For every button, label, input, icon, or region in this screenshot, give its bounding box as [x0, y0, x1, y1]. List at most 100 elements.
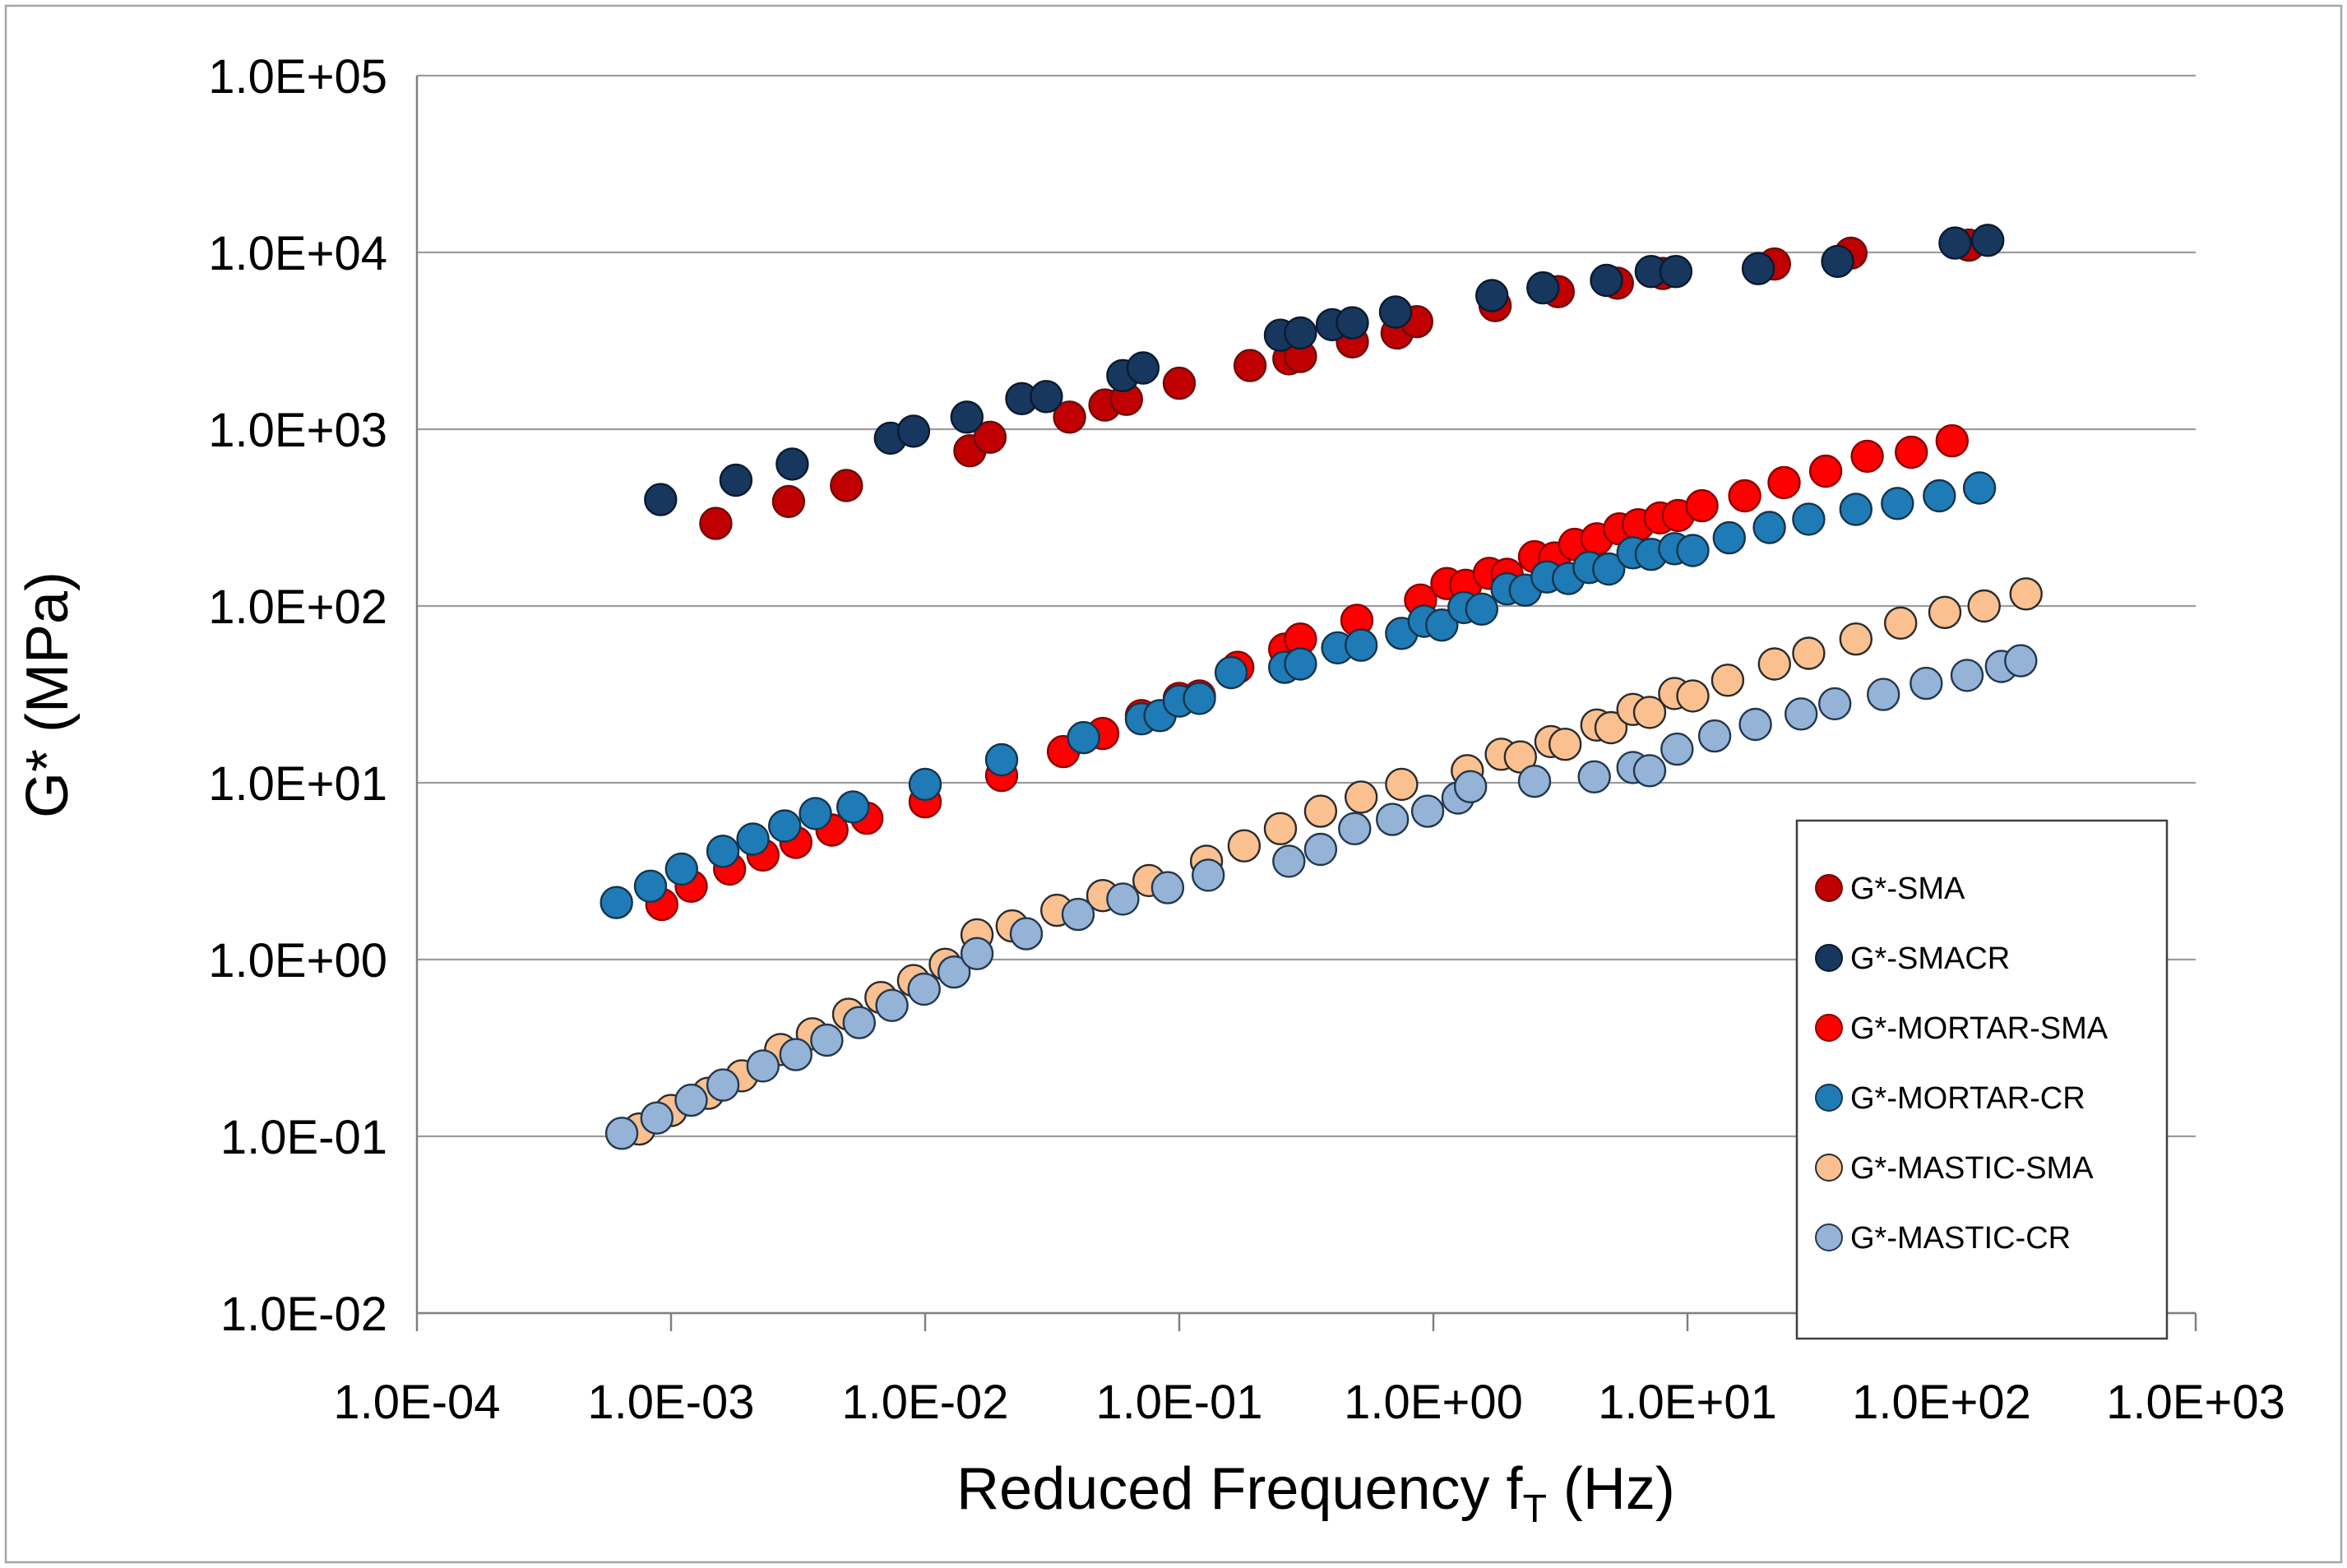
data-point	[1839, 493, 1873, 526]
legend-marker	[1815, 1014, 1843, 1042]
data-point	[1910, 666, 1943, 701]
data-point	[1950, 659, 1984, 692]
legend-box	[1795, 819, 2169, 1340]
data-point	[2004, 644, 2038, 678]
data-point	[1594, 710, 1628, 745]
data-point	[1378, 295, 1413, 329]
data-point	[1660, 732, 1694, 766]
data-point	[1272, 844, 1306, 878]
y-tick-label: 1.0E+02	[208, 580, 387, 634]
data-point	[1344, 780, 1378, 814]
data-point	[1303, 794, 1338, 828]
y-tick-label: 1.0E+00	[208, 934, 387, 988]
data-point	[604, 1117, 639, 1150]
x-tick-label: 1.0E-01	[1095, 1376, 1262, 1429]
data-point	[640, 1101, 674, 1135]
x-tick-label: 1.0E+00	[1344, 1376, 1523, 1429]
y-tick-label: 1.0E+01	[208, 757, 387, 811]
data-point	[1410, 794, 1445, 828]
legend-item-label: G*-MASTIC-SMA	[1850, 1151, 2094, 1186]
y-axis-title: G* (MPa)	[15, 571, 81, 818]
y-tick-label: 1.0E+04	[208, 227, 387, 280]
data-point	[1126, 351, 1160, 385]
legend-marker	[1815, 1084, 1843, 1112]
data-point	[1517, 765, 1552, 798]
data-point	[1303, 832, 1338, 867]
data-point	[937, 955, 971, 989]
data-point	[771, 484, 806, 519]
data-point	[960, 937, 994, 971]
legend-item: G*-SMACR	[1815, 941, 2010, 976]
data-point	[1336, 306, 1369, 340]
data-point	[1284, 316, 1317, 350]
legend-item-label: G*-SMACR	[1850, 941, 2010, 976]
data-point	[1425, 608, 1459, 642]
legend-item-label: G*-SMA	[1850, 872, 1965, 906]
series-g-mastic-cr	[604, 644, 2038, 1150]
x-axis-title-units: (Hz)	[1547, 1456, 1675, 1522]
data-point	[1263, 812, 1298, 845]
data-point	[1970, 224, 2005, 257]
x-axis-title-main: Reduced Frequency f	[956, 1456, 1523, 1522]
y-tick-label: 1.0E-02	[220, 1288, 387, 1341]
data-point	[1053, 400, 1086, 434]
data-point	[768, 809, 802, 843]
legend-item: G*-SMA	[1815, 872, 1965, 906]
data-point	[1632, 696, 1667, 729]
data-point	[599, 886, 633, 919]
data-point	[719, 463, 753, 497]
legend: G*-SMA G*-SMACR G*-MORTAR-SMA G*-MORTAR-CR G…	[1795, 819, 2169, 1340]
data-point	[1728, 479, 1761, 513]
legend-marker	[1815, 944, 1843, 972]
data-point	[830, 469, 863, 502]
data-point	[810, 1023, 844, 1057]
data-point	[736, 822, 770, 856]
data-point	[1191, 858, 1225, 892]
data-point	[664, 852, 698, 886]
data-point	[1676, 534, 1710, 567]
series-g-mortar-cr	[599, 471, 1997, 919]
data-point	[706, 1068, 740, 1102]
data-point	[1710, 664, 1745, 697]
data-point	[1792, 636, 1826, 670]
data-point	[1659, 255, 1693, 289]
data-point	[1474, 279, 1509, 312]
data-point	[1767, 465, 1801, 500]
data-point	[1881, 487, 1914, 520]
data-point	[1738, 707, 1772, 742]
data-point	[1883, 606, 1918, 640]
data-point	[1503, 740, 1538, 774]
data-point	[1839, 622, 1873, 656]
data-point	[1866, 678, 1900, 711]
data-point	[1009, 917, 1044, 951]
data-point	[779, 1038, 812, 1071]
data-point	[1214, 655, 1248, 690]
data-point	[1850, 439, 1884, 474]
data-point	[1752, 511, 1786, 544]
legend-item: G*-MASTIC-SMA	[1815, 1151, 2094, 1186]
data-point	[1808, 454, 1843, 488]
x-tick-label: 1.0E-04	[333, 1376, 500, 1429]
x-tick-label: 1.0E+02	[1852, 1376, 2031, 1429]
data-point	[1284, 647, 1317, 681]
data-point	[1712, 520, 1747, 555]
legend-item-label: G*-MORTAR-CR	[1850, 1081, 2085, 1116]
data-point	[1227, 829, 1261, 863]
data-point	[1741, 252, 1775, 285]
data-point	[973, 420, 1007, 454]
x-tick-label: 1.0E-03	[587, 1376, 754, 1429]
data-point	[1792, 502, 1826, 536]
data-point	[908, 767, 942, 802]
x-tick-label: 1.0E+03	[2106, 1376, 2285, 1429]
data-point	[1894, 435, 1928, 469]
data-point	[1676, 679, 1710, 713]
data-point	[1106, 882, 1140, 916]
data-point	[1067, 720, 1100, 755]
legend-marker	[1815, 1154, 1843, 1182]
data-point	[984, 742, 1019, 777]
y-tick-label: 1.0E+05	[208, 50, 387, 104]
data-point	[1375, 803, 1410, 836]
y-axis-tick-labels: 1.0E+05 1.0E+04 1.0E+03 1.0E+02 1.0E+01 1.0E+…	[208, 50, 387, 1341]
data-point	[1344, 628, 1378, 662]
